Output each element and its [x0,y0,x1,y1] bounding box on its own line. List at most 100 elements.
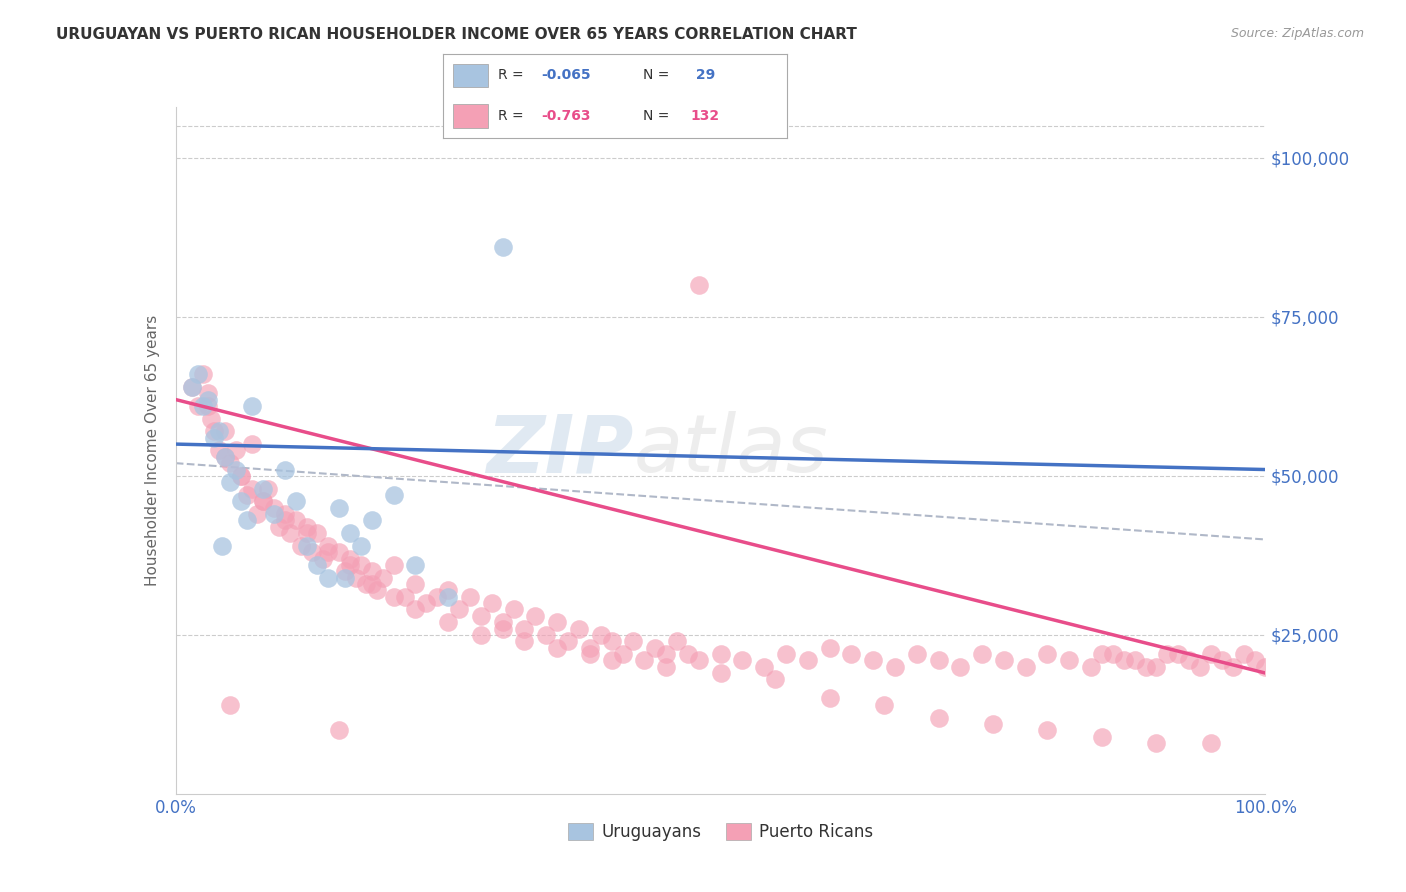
Point [202,431,225,445]
Point [568,622,591,636]
Point [579,647,602,661]
Point [200,411,222,425]
Text: N =: N = [643,109,673,123]
Point [546,640,568,655]
Point [1146,736,1168,750]
Point [356,577,378,591]
Point [405,577,427,591]
Point [1254,659,1277,673]
Point [818,691,841,706]
Point [426,590,449,604]
Point [382,488,405,502]
Point [731,653,754,667]
Point [328,545,350,559]
Point [252,494,274,508]
Point [382,558,405,572]
Point [437,615,460,630]
Point [928,653,950,667]
Point [361,564,384,578]
Point [191,399,214,413]
Text: R =: R = [498,109,529,123]
Point [240,482,263,496]
Text: 29: 29 [690,68,716,82]
Point [333,571,356,585]
Point [263,507,285,521]
Point [307,558,329,572]
Point [754,659,776,673]
Text: atlas: atlas [633,411,828,490]
Point [676,647,699,661]
Point [524,608,547,623]
Point [1146,659,1168,673]
Point [405,602,427,616]
Point [219,698,242,712]
Point [278,526,301,541]
Point [579,640,602,655]
Point [1233,647,1256,661]
Point [240,399,263,413]
Point [797,653,820,667]
Point [333,564,356,578]
Point [263,500,285,515]
Point [1091,730,1114,744]
Point [197,386,219,401]
Point [1015,659,1038,673]
Point [231,494,253,508]
Point [186,367,209,381]
FancyBboxPatch shape [453,104,488,128]
Point [246,507,269,521]
Point [295,526,318,541]
Point [1178,653,1201,667]
Point [513,622,536,636]
Point [447,602,470,616]
Point [437,590,460,604]
Point [972,647,994,661]
Point [1189,659,1212,673]
Point [252,494,274,508]
Point [1243,653,1265,667]
Point [1080,659,1102,673]
Point [191,367,214,381]
Point [513,634,536,648]
Point [502,602,524,616]
Text: -0.065: -0.065 [541,68,591,82]
Point [214,450,236,464]
Point [350,558,373,572]
Point [208,443,231,458]
Point [186,399,209,413]
Legend: Uruguayans, Puerto Ricans: Uruguayans, Puerto Ricans [561,816,880,847]
Point [688,278,710,293]
Point [1036,723,1059,738]
Point [1123,653,1146,667]
Point [612,647,634,661]
Point [1036,647,1059,661]
Point [1135,659,1157,673]
Point [211,539,233,553]
Point [1222,659,1244,673]
Point [350,539,373,553]
Point [415,596,437,610]
Text: -0.763: -0.763 [541,109,591,123]
Point [382,590,405,604]
Point [633,653,655,667]
Point [928,710,950,724]
Point [214,450,236,464]
Point [905,647,928,661]
Point [231,469,253,483]
Point [655,659,678,673]
Point [344,571,367,585]
Point [290,539,312,553]
Point [470,628,492,642]
Text: URUGUAYAN VS PUERTO RICAN HOUSEHOLDER INCOME OVER 65 YEARS CORRELATION CHART: URUGUAYAN VS PUERTO RICAN HOUSEHOLDER IN… [56,27,858,42]
Point [655,647,678,661]
Point [862,653,884,667]
FancyBboxPatch shape [453,63,488,87]
Point [437,583,460,598]
Point [219,475,242,490]
Point [981,717,1004,731]
Point [371,571,394,585]
Point [589,628,612,642]
Point [600,634,623,648]
Point [328,723,350,738]
Point [361,577,384,591]
